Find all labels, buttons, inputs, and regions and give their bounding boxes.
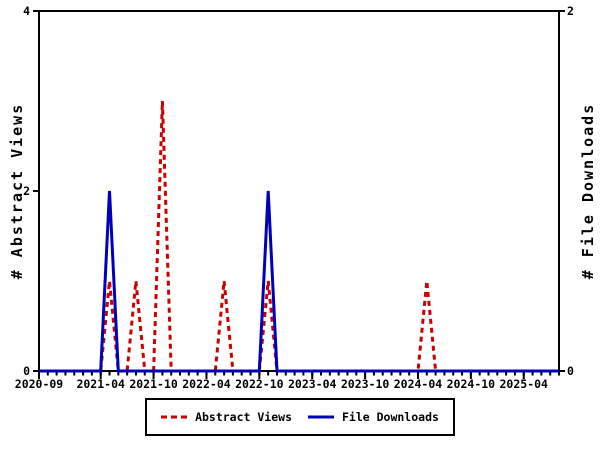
x-tick-label: 2023-04 [288,377,337,391]
abstract-views-line-sample [161,415,188,419]
left-axis-title: # Abstract Views [8,103,26,280]
series-line-file-downloads [39,190,559,373]
legend-label-file-downloads: File Downloads [342,410,439,424]
left-tick-label: 0 [23,364,30,378]
left-tick-label: 4 [23,4,30,18]
x-tick-label: 2021-10 [129,377,178,391]
right-axis-title: # File Downloads [579,103,597,280]
x-tick-label: 2020-09 [15,377,64,391]
legend-item-abstract-views: Abstract Views [161,410,292,424]
x-tick-label: 2021-04 [76,377,125,391]
legend-label-abstract-views: Abstract Views [195,410,292,424]
x-tick-label: 2023-10 [341,377,390,391]
legend-item-file-downloads: File Downloads [308,410,439,424]
right-tick-label: 0 [567,364,574,378]
x-tick-label: 2022-10 [235,377,284,391]
x-tick-label: 2024-10 [447,377,496,391]
plot-area: 2020-09 2021-04 2021-10 2022-04 2022-10 2023-… [15,4,574,391]
right-tick-label: 2 [567,4,574,18]
legend: Abstract Views File Downloads [145,398,455,436]
x-tick-label: 2025-04 [500,377,549,391]
x-tick-label: 2022-04 [182,377,231,391]
file-downloads-line-sample [308,415,334,419]
x-tick-label: 2024-04 [394,377,443,391]
left-tick-label: 2 [23,184,30,198]
